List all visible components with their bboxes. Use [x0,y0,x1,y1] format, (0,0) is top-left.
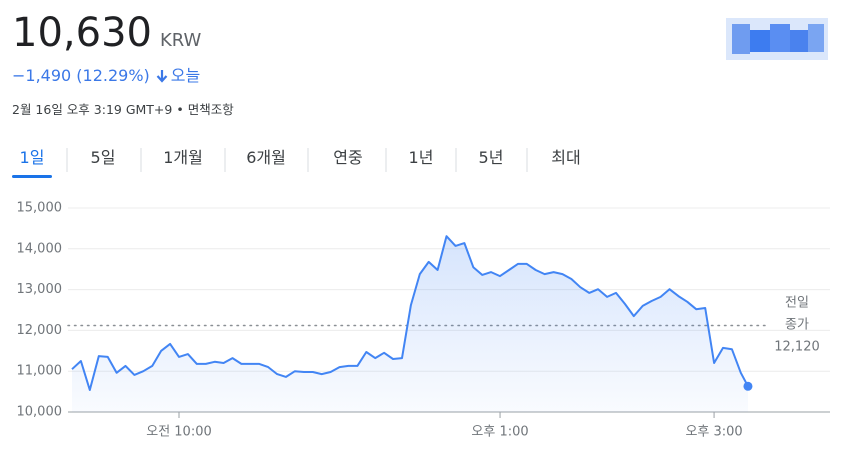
tab[interactable]: 5년 [478,148,504,167]
price-row: 10,630 KRW [12,8,201,66]
currency: KRW [159,30,202,51]
x-tick-label: 오후 3:00 [685,425,742,440]
last-point [743,381,753,391]
x-tick-label: 오전 10:00 [146,425,212,440]
tab[interactable]: 최대 [551,148,581,167]
tab[interactable]: 5일 [90,148,116,167]
tab[interactable]: 1년 [408,148,434,167]
y-tick-label: 14,000 [17,241,63,256]
tab[interactable]: 1개월 [163,148,203,167]
previous-close-label: 종가 [785,318,809,333]
y-tick-label: 10,000 [17,405,63,420]
logo-mosaic [726,18,828,60]
price-line [71,235,749,391]
y-tick-label: 15,000 [17,201,63,216]
y-tick-label: 13,000 [17,282,63,297]
price-area [72,236,748,412]
tab[interactable]: 6개월 [246,148,286,167]
x-tick-label: 오후 1:00 [471,425,528,440]
previous-close-value: 12,120 [774,340,820,355]
separator: • [176,102,184,117]
tab[interactable]: 연중 [333,148,363,167]
period: 오늘 [170,66,201,85]
price: 10,630 [12,10,152,56]
disclaimer[interactable]: 면책조항 [187,102,234,117]
timestamp-row: 2월 16일 오후 3:19 GMT+9 • 면책조항 [12,100,234,120]
tab[interactable]: 1일 [19,148,45,167]
previous-close-label: 전일 [785,296,809,311]
y-tick-label: 11,000 [17,364,63,379]
change: −1,490 (12.29%) [12,66,150,85]
timestamp: 2월 16일 오후 3:19 GMT+9 [12,102,173,117]
y-tick-label: 12,000 [17,323,63,338]
down-arrow [156,70,168,83]
change-row: −1,490 (12.29%) 오늘 [12,64,200,88]
tab-indicator [12,175,52,178]
